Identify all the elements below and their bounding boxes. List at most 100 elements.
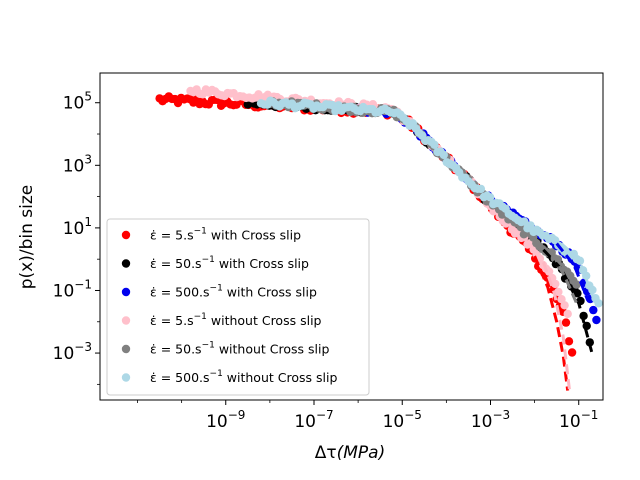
data-points <box>155 85 603 357</box>
legend-label: ε̇ = 500.s−1 without Cross slip <box>150 369 337 385</box>
y-tick-label: 105 <box>63 90 92 114</box>
legend-rate-exp: −1 <box>210 284 223 294</box>
fit-line-1 <box>533 255 570 391</box>
fit-lines <box>533 242 598 394</box>
tick-exponent: −7 <box>316 408 334 422</box>
plot-frame <box>99 72 604 401</box>
legend-frame <box>106 218 370 396</box>
data-point <box>486 193 495 202</box>
tick-exponent: 1 <box>84 215 92 229</box>
data-point <box>554 287 563 297</box>
legend-marker <box>121 259 131 268</box>
legend-rate-exp: −1 <box>194 312 207 322</box>
data-point <box>592 315 601 325</box>
data-point <box>430 140 439 149</box>
legend-item: ε̇ = 5.s−1 with Cross slip <box>121 227 301 243</box>
legend-suffix: with Cross slip <box>223 285 317 300</box>
y-tick-label: 10−3 <box>53 340 92 364</box>
x-tick-label: 10−5 <box>383 408 422 432</box>
legend-label: ε̇ = 5.s−1 with Cross slip <box>150 227 301 243</box>
tick-exponent: 3 <box>84 152 92 166</box>
legend-label: ε̇ = 50.s−1 with Cross slip <box>150 255 309 271</box>
legend-item: ε̇ = 500.s−1 without Cross slip <box>121 369 337 385</box>
legend-suffix: with Cross slip <box>207 228 301 243</box>
tick-exponent: −9 <box>228 408 246 422</box>
data-point <box>589 305 598 315</box>
tick-base: 10 <box>53 344 75 364</box>
legend-marker <box>121 316 131 325</box>
legend-marker <box>121 373 131 382</box>
legend-rate: ε̇ = 5.s <box>150 313 194 328</box>
legend-rate-exp: −1 <box>210 369 223 379</box>
tick-base: 10 <box>63 156 85 176</box>
data-point <box>573 289 582 298</box>
tick-exponent: −3 <box>492 408 510 422</box>
y-tick-label: 103 <box>63 152 92 176</box>
data-point <box>439 150 448 160</box>
data-point <box>520 217 529 226</box>
series-points-6 <box>256 96 603 308</box>
legend-rate: ε̇ = 50.s <box>150 256 202 271</box>
tick-exponent: −1 <box>74 277 92 291</box>
legend-item: ε̇ = 50.s−1 with Cross slip <box>121 255 309 271</box>
x-axis-label-main: Δτ <box>315 443 337 463</box>
tick-base: 10 <box>383 412 405 432</box>
tick-exponent: −1 <box>581 408 599 422</box>
legend-suffix: without Cross slip <box>215 342 330 357</box>
fit-line-5 <box>550 252 578 304</box>
data-point <box>561 318 571 327</box>
legend-rate: ε̇ = 500.s <box>150 285 210 300</box>
legend-rate-exp: −1 <box>202 341 215 351</box>
data-point <box>476 184 486 194</box>
legend-suffix: without Cross slip <box>207 313 322 328</box>
legend-rate: ε̇ = 50.s <box>150 342 202 357</box>
tick-base: 10 <box>63 219 85 239</box>
legend-marker <box>121 344 131 354</box>
legend-suffix: without Cross slip <box>223 370 338 385</box>
tick-base: 10 <box>471 412 493 432</box>
fit-line-3 <box>555 242 589 301</box>
legend-item: ε̇ = 500.s−1 with Cross slip <box>121 284 317 300</box>
legend-marker <box>121 287 131 297</box>
legend-rate: ε̇ = 500.s <box>150 370 210 385</box>
x-tick-label: 10−3 <box>471 408 510 432</box>
data-point <box>572 280 581 289</box>
y-tick-label: 10−1 <box>53 277 92 301</box>
legend-suffix: with Cross slip <box>215 256 309 271</box>
data-point <box>563 309 572 319</box>
tick-base: 10 <box>53 281 75 301</box>
tick-exponent: 5 <box>84 90 92 104</box>
data-point <box>526 221 535 230</box>
data-point <box>567 348 577 357</box>
x-tick-label: 10−1 <box>559 408 598 432</box>
legend-item: ε̇ = 50.s−1 without Cross slip <box>121 341 329 357</box>
fit-line-6 <box>560 242 598 307</box>
fit-line-4 <box>541 261 572 394</box>
tick-base: 10 <box>63 94 85 114</box>
legend-label: ε̇ = 500.s−1 with Cross slip <box>150 284 317 300</box>
y-axis-label: p(x)/bin size <box>17 185 37 290</box>
tick-exponent: −3 <box>74 340 92 354</box>
x-tick-label: 10−7 <box>294 408 333 432</box>
x-axis-label: Δτ(MPa) <box>315 443 385 463</box>
legend-label: ε̇ = 50.s−1 without Cross slip <box>150 341 329 357</box>
tick-base: 10 <box>559 412 581 432</box>
y-tick-label: 101 <box>63 215 92 239</box>
legend-rate-exp: −1 <box>194 227 207 237</box>
legend-rate: ε̇ = 5.s <box>150 228 194 243</box>
data-point <box>560 301 569 310</box>
legend-item: ε̇ = 5.s−1 without Cross slip <box>121 312 322 328</box>
tick-base: 10 <box>294 412 316 432</box>
data-point <box>594 299 603 308</box>
legend-rate-exp: −1 <box>202 255 215 265</box>
data-point <box>551 279 560 289</box>
x-tick-label: 10−9 <box>206 408 245 432</box>
data-point <box>564 337 574 346</box>
x-axis-label-unit: (MPa) <box>337 443 386 463</box>
legend-marker <box>121 230 131 240</box>
tick-base: 10 <box>206 412 228 432</box>
legend-label: ε̇ = 5.s−1 without Cross slip <box>150 312 322 328</box>
